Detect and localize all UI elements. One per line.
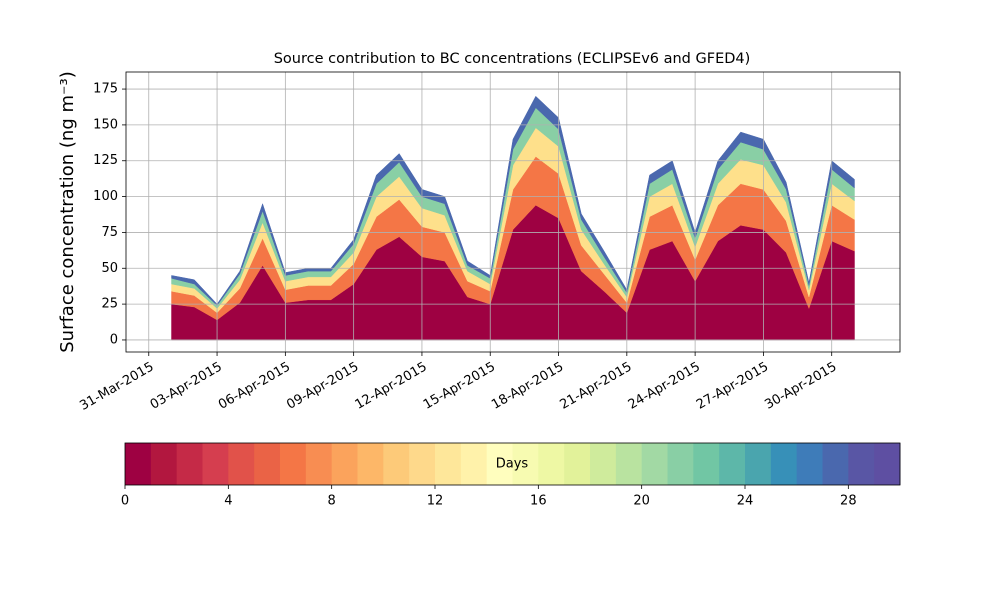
colorbar-bin <box>176 443 203 485</box>
area <box>171 95 855 306</box>
x-tick-label: 31-Mar-2015 <box>77 360 156 414</box>
colorbar-bin <box>331 443 358 485</box>
colorbar <box>848 443 875 485</box>
colorbar <box>460 443 488 485</box>
colorbar <box>641 443 668 485</box>
plot-area <box>171 95 855 341</box>
colorbar-bin <box>254 443 281 485</box>
colorbar-bin <box>150 443 178 485</box>
y-tick-label: 150 <box>93 117 118 132</box>
colorbar-bin <box>590 443 617 485</box>
colorbar-tick-label: 8 <box>328 494 336 509</box>
colorbar-frame <box>124 442 901 486</box>
colorbar <box>745 443 772 485</box>
x-tick-label: 18-Apr-2015 <box>489 360 566 413</box>
colorbar <box>254 443 281 485</box>
colorbar-bin <box>486 443 513 485</box>
colorbar <box>693 443 720 485</box>
colorbar-bin <box>693 443 720 485</box>
colorbar <box>590 443 617 485</box>
x-tick-label: 06-Apr-2015 <box>216 360 293 413</box>
colorbar <box>770 443 798 485</box>
colorbar <box>202 443 229 485</box>
colorbar-bin <box>409 443 436 485</box>
colorbar <box>357 443 384 485</box>
colorbar-bin <box>641 443 668 485</box>
colorbar <box>176 443 203 485</box>
colorbar-bin <box>538 443 565 485</box>
x-tick-label: 30-Apr-2015 <box>762 360 839 413</box>
chart-title: Source contribution to BC concentrations… <box>274 51 751 67</box>
colorbar-bin <box>383 443 410 485</box>
colorbar-bin <box>667 443 694 485</box>
colorbar-tick-label: 28 <box>840 494 857 509</box>
x-tick-label: 15-Apr-2015 <box>421 360 498 413</box>
colorbar <box>280 443 307 485</box>
colorbar-bin <box>796 443 823 485</box>
y-tick-label: 25 <box>101 297 118 312</box>
colorbar-tick-label: 12 <box>427 494 444 509</box>
colorbar-bin <box>745 443 772 485</box>
colorbar <box>796 443 823 485</box>
x-tick-label: 09-Apr-2015 <box>284 360 361 413</box>
colorbar-bin <box>615 443 643 485</box>
plot-frame <box>125 71 901 353</box>
colorbar <box>409 443 436 485</box>
colorbar <box>331 443 358 485</box>
colorbar <box>150 443 178 485</box>
colorbar-tick-label: 0 <box>121 494 129 509</box>
colorbar-bin <box>435 443 462 485</box>
colorbar-bin <box>305 443 333 485</box>
colorbar-bin <box>719 443 746 485</box>
x-tick-label: 03-Apr-2015 <box>148 360 225 413</box>
x-tick-label: 27-Apr-2015 <box>694 360 771 413</box>
colorbar-tick-label: 16 <box>530 494 547 509</box>
colorbar-bin <box>460 443 488 485</box>
colorbar <box>486 443 513 485</box>
colorbar <box>822 443 849 485</box>
colorbar-bin <box>874 443 901 485</box>
colorbar <box>305 443 333 485</box>
colorbar <box>228 443 255 485</box>
colorbar <box>383 443 410 485</box>
colorbar-tick-label: 24 <box>737 494 754 509</box>
colorbar-label: Days <box>496 457 529 472</box>
colorbar <box>564 443 591 485</box>
colorbar <box>667 443 694 485</box>
colorbar-bin <box>202 443 229 485</box>
colorbar <box>435 443 462 485</box>
colorbar <box>538 443 565 485</box>
y-tick-label: 75 <box>101 225 118 240</box>
x-tick-label: 21-Apr-2015 <box>557 360 634 413</box>
colorbar-tick-label: 20 <box>633 494 650 509</box>
colorbar-bin <box>564 443 591 485</box>
colorbar-bin <box>280 443 307 485</box>
colorbar <box>719 443 746 485</box>
colorbar-bin <box>228 443 255 485</box>
colorbar <box>512 443 539 485</box>
x-tick-label: 24-Apr-2015 <box>626 360 703 413</box>
x-tick-label: 12-Apr-2015 <box>353 360 430 413</box>
y-tick-label: 100 <box>93 189 118 204</box>
y-tick-label: 50 <box>101 261 118 276</box>
colorbar-bin <box>125 443 152 485</box>
colorbar-bin <box>512 443 539 485</box>
colorbar <box>874 443 901 485</box>
colorbar <box>125 443 152 485</box>
colorbar-bin <box>848 443 875 485</box>
y-tick-label: 175 <box>93 82 118 97</box>
colorbar-bin <box>822 443 849 485</box>
colorbar <box>615 443 643 485</box>
colorbar-tick-label: 4 <box>224 494 232 509</box>
y-tick-label: 0 <box>110 332 118 347</box>
colorbar-bin <box>770 443 798 485</box>
y-axis-label: Surface concentration (ng m⁻³) <box>57 71 78 353</box>
colorbar-bin <box>357 443 384 485</box>
y-tick-label: 125 <box>93 153 118 168</box>
